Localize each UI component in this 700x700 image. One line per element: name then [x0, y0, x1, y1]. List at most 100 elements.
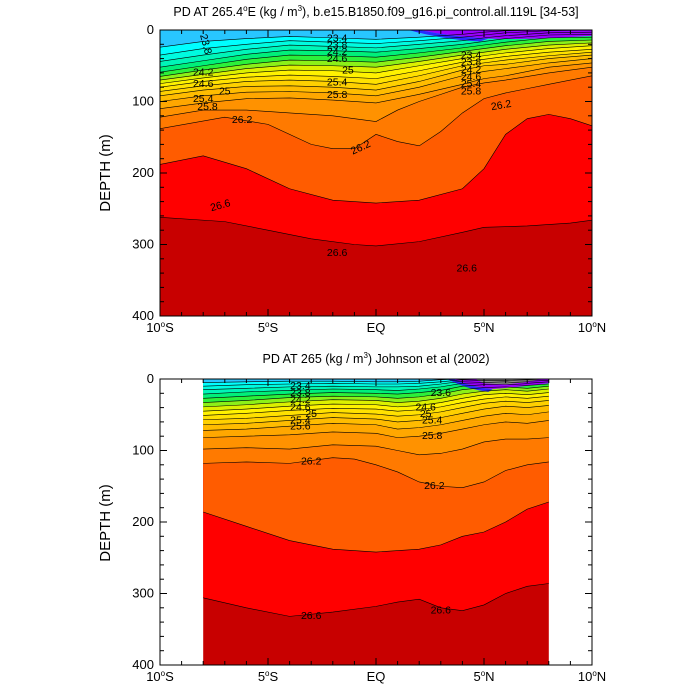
- panel1-isopycnal-24.8: [160, 45, 592, 84]
- panel1-y-tick-label: 0: [147, 22, 154, 37]
- panel1-title-part-c: ), b.e15.B1850.f09_g16.pi_control.all.11…: [302, 5, 579, 19]
- panel1-x-axis: 10 o S 5oS EQ 5oN 10oN: [146, 30, 606, 335]
- panel2-contour-label: 26.2: [424, 480, 445, 492]
- x-tick-suffix: S: [270, 669, 279, 684]
- panel2-contour-label: 23.8: [290, 387, 311, 399]
- panel2-isopycnal-24.8: [203, 392, 549, 412]
- panel2-contour-label: 25: [305, 408, 317, 420]
- panel2-title-superscript: 3: [363, 351, 368, 360]
- panel1-isopycnal-25.4: [160, 54, 592, 97]
- panel2-isopycnal-26.4: [203, 501, 549, 553]
- x-tick-suffix: S: [270, 320, 279, 335]
- panel2-isopycnal-25.6: [203, 411, 549, 431]
- panel2-y-tick-label: 300: [132, 586, 154, 601]
- x-tick-degree: o: [265, 669, 270, 678]
- panel1-x-tick-label: 5oS: [258, 320, 279, 335]
- panel1-isopycnal-24.6: [160, 42, 592, 81]
- panel2-contour-label: 26.2: [301, 456, 322, 468]
- x-tick-main: 10: [578, 320, 592, 335]
- panel2-title-part-a: PD AT 265 (kg / m: [262, 352, 363, 366]
- panel1-contour-label: 23.4: [327, 32, 348, 44]
- panel2-contour-label: 26.6: [301, 610, 322, 622]
- panel2-isopycnal-25.8: [203, 420, 549, 438]
- panel1-contour-label: 25.4: [327, 77, 348, 89]
- x-tick-suffix: S: [165, 669, 174, 684]
- panel1-contour-label: 26.2: [490, 98, 512, 113]
- panel2-isopycnal-25.4: [203, 405, 549, 426]
- x-tick-main: EQ: [367, 320, 386, 335]
- panel1-contour-labels: 23.8 23.423.824.224.62525.425.824.224.625…: [193, 32, 513, 274]
- panel2-contour-fills: [203, 379, 549, 665]
- panel1-x-tick-label: 10oN: [578, 320, 606, 335]
- panel2-contour-label: 23.4: [290, 380, 311, 392]
- panel1-y-tick-label: 100: [132, 94, 154, 109]
- panel1-y-tick-label: 300: [132, 237, 154, 252]
- panel1-isopycnal-26: [160, 66, 592, 122]
- x-tick-degree: o: [161, 320, 166, 329]
- panel2-y-tick-label: 400: [132, 657, 154, 672]
- panel1-isopycnal-24.4: [160, 39, 592, 77]
- panel1-plot: 23.8 23.423.824.224.62525.425.824.224.625…: [132, 22, 606, 335]
- panel2-contour-label: 25: [420, 408, 432, 420]
- panel1-y-tick-label: 200: [132, 165, 154, 180]
- panel2-plot: 23.423.824.224.62525.425.626.226.223.624…: [132, 371, 606, 684]
- panel1-contour-label: 25: [342, 65, 354, 77]
- panel2-isopycnal-23.6: [203, 379, 549, 387]
- panel1-title-part-b: E (kg / m: [248, 5, 298, 19]
- panel1-contour-label: 23.8: [197, 33, 214, 56]
- panel2-isopycnal-26.2: [203, 457, 549, 488]
- panel1-y-axis: 0 100 200 300 400: [132, 22, 592, 323]
- panel1-title-superscript: 3: [298, 4, 303, 13]
- panel1-contour-label: 24.6: [193, 78, 214, 90]
- x-tick-main: 10: [578, 669, 592, 684]
- panel1-isopycnal-23.4: [160, 30, 592, 48]
- panel1-isopycnal-23.6: [160, 30, 592, 56]
- panel2-contour-labels: 23.423.824.224.62525.425.626.226.223.624…: [290, 380, 451, 622]
- panel2-isopycnal-24.6: [203, 388, 549, 408]
- x-tick-degree: o: [161, 669, 166, 678]
- panel2-title-part-c: ) Johnson et al (2002): [368, 352, 490, 366]
- panel2-contour-label: 25.8: [422, 430, 443, 442]
- x-tick-main: 5: [473, 320, 480, 335]
- panel2-x-tick-label: EQ: [367, 669, 386, 684]
- panel1-x-tick-label: EQ: [367, 320, 386, 335]
- panel1-y-tick-label: 400: [132, 308, 154, 323]
- panel2-y-tick-label: 100: [132, 443, 154, 458]
- panel2-contour-label: 26.6: [431, 604, 452, 616]
- x-tick-suffix: N: [597, 320, 606, 335]
- panel1-contour-lines: [160, 30, 592, 247]
- panel1-contour-label: 24.6: [327, 53, 348, 65]
- panel1-contour-label: 26.2: [232, 114, 253, 126]
- panel2-y-tick-label: 200: [132, 514, 154, 529]
- panel1-y-axis-label: DEPTH (m): [97, 134, 114, 212]
- panel1-title-part-a: PD AT 265.4: [173, 5, 243, 19]
- panel1-isopycnal-26.4: [160, 114, 592, 204]
- panel2-x-axis: 10oS 5oS EQ 5oN 10oN: [146, 379, 606, 684]
- panel2-contour-label: 23.6: [431, 387, 452, 399]
- x-tick-suffix: N: [485, 669, 494, 684]
- panel1-contour-label: 26.6: [457, 263, 478, 275]
- panel1-contour-label: 25.4: [193, 93, 214, 105]
- panel1-isopycnal-25.8: [160, 62, 592, 109]
- panel1-contour-label: 25.8: [327, 89, 348, 101]
- panel1-contour-label: 24.2: [193, 67, 214, 79]
- panel2-isopycnal-25: [203, 395, 549, 416]
- panel2-x-tick-label: 10oN: [578, 669, 606, 684]
- panel1-isopycnal-26.2: [160, 75, 592, 149]
- panel2-contour-label: 25.4: [290, 414, 311, 426]
- panel1-contour-label: 25: [219, 85, 231, 97]
- panel1-isopycnal-25.2: [160, 51, 592, 92]
- x-tick-main: 5: [473, 669, 480, 684]
- panel1-isopycnal-24.2: [160, 36, 592, 73]
- panel1-contour-label: 24.2: [327, 46, 348, 58]
- panel1-isopycnal-23.8: [160, 31, 592, 62]
- panel1-title-degree-symbol: o: [243, 4, 248, 13]
- panel2-contour-label: 24.6: [415, 401, 436, 413]
- panel2-x-tick-label: 10oS: [146, 669, 174, 684]
- panel2-y-tick-label: 0: [147, 371, 154, 386]
- panel2-title: PD AT 265 (kg / m3) Johnson et al (2002): [262, 351, 489, 366]
- panel1-contour-label: 23.8: [327, 40, 348, 52]
- x-tick-main: 5: [258, 320, 265, 335]
- panel1-x-tick-label: 5oN: [473, 320, 494, 335]
